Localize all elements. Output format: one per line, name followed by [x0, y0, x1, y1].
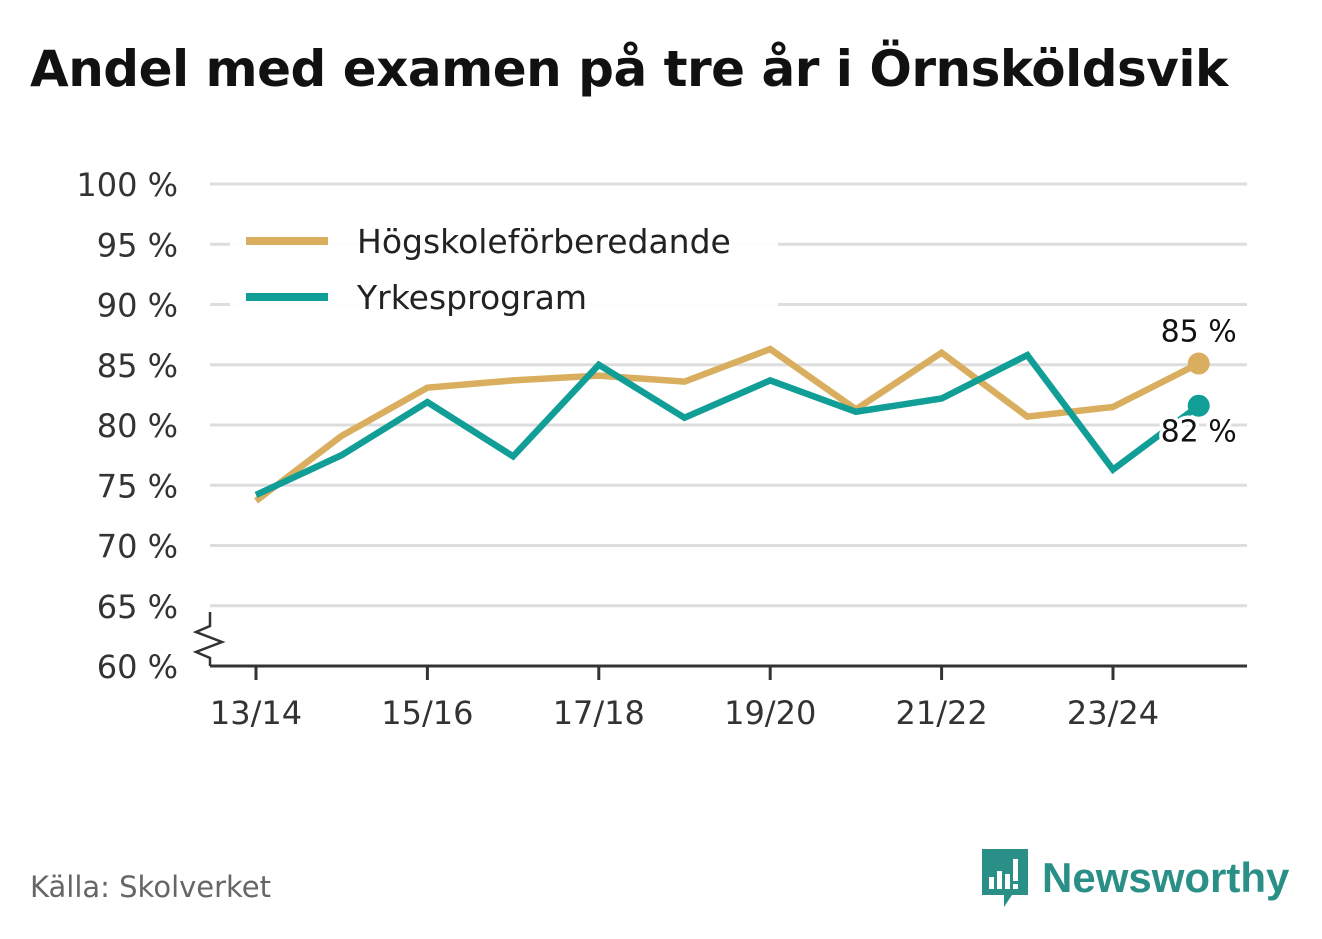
end-value-label: 82 % — [1161, 415, 1237, 450]
x-tick-label: 19/20 — [724, 694, 816, 732]
y-tick-label: 65 % — [97, 588, 178, 626]
end-labels: 85 %85 %82 %82 % — [1157, 311, 1240, 453]
y-tick-label: 85 % — [97, 347, 178, 385]
end-value-label-halo: 85 % — [1161, 315, 1237, 350]
end-value-label: 85 % — [1161, 315, 1237, 350]
newsworthy-logo-icon — [982, 849, 1028, 907]
x-tick-label: 23/24 — [1067, 694, 1159, 732]
y-tick-label: 95 % — [97, 226, 178, 264]
series-end-point — [1187, 394, 1210, 417]
y-tick-label: 70 % — [97, 528, 178, 566]
y-tick-label: 80 % — [97, 407, 178, 445]
x-tick-label: 13/14 — [210, 694, 302, 732]
legend-label: Yrkesprogram — [356, 278, 587, 317]
series-lines — [254, 345, 1210, 504]
brand-name: Newsworthy — [1042, 854, 1290, 901]
x-tick-label: 15/16 — [381, 694, 473, 732]
legend: Högskoleförberedande Yrkesprogram — [230, 215, 778, 333]
series-end-point — [1187, 352, 1210, 375]
y-tick-label: 100 % — [76, 166, 178, 204]
y-tick-label: 90 % — [97, 287, 178, 325]
legend-label: Högskoleförberedande — [357, 222, 731, 261]
axis-break-icon — [192, 612, 226, 666]
legend-background — [230, 215, 778, 333]
source-note: Källa: Skolverket — [30, 870, 272, 904]
y-tick-label: 60 % — [97, 648, 178, 686]
axes: 60 % 65 % 70 % 75 % 80 % 85 % 90 % 95 % 100 % 13/… — [76, 166, 1247, 732]
series-line-yrkesprogram — [254, 350, 1201, 498]
chart-title: Andel med examen på tre år i Örnsköldsvi… — [30, 40, 1228, 98]
brand: Newsworthy — [980, 848, 1289, 908]
y-tick-label: 75 % — [97, 467, 178, 505]
end-value-label-halo: 82 % — [1161, 415, 1237, 450]
x-tick-label: 21/22 — [895, 694, 987, 732]
series-line-hogskoleforberedande — [254, 345, 1201, 504]
x-tick-label: 17/18 — [553, 694, 645, 732]
